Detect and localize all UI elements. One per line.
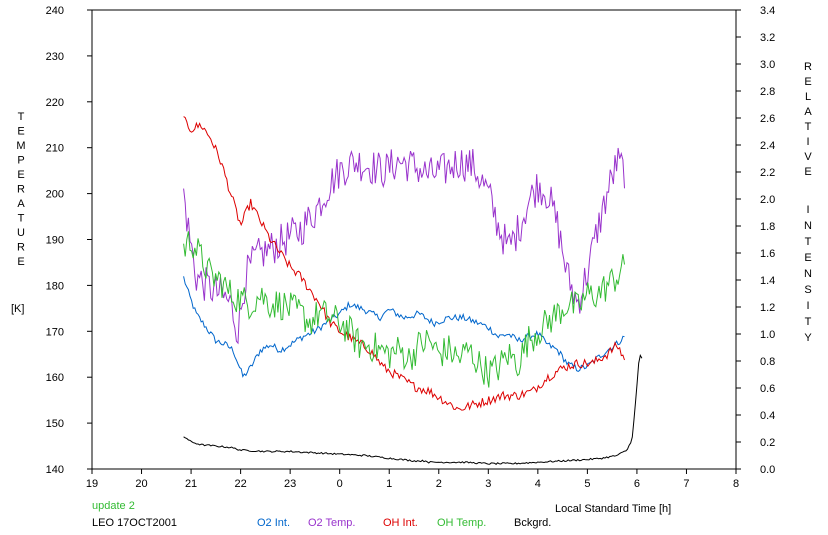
x-tick-label: 7 (683, 478, 689, 490)
right-tick-label: 1.4 (760, 275, 775, 287)
left-tick-label: 220 (46, 97, 64, 109)
right-tick-label: 2.6 (760, 113, 775, 125)
left-tick-label: 150 (46, 418, 64, 430)
left-tick-label: 160 (46, 372, 64, 384)
x-tick-label: 22 (234, 478, 246, 490)
right-axis-title-letter: N (804, 220, 812, 232)
legend-item-o2-int: O2 Int. (257, 517, 290, 529)
right-axis-title-letter: T (805, 236, 812, 248)
left-tick-label: 140 (46, 464, 64, 476)
right-tick-label: 0.8 (760, 356, 775, 368)
right-axis-title-letter: E (804, 166, 811, 178)
right-tick-label: 0.2 (760, 437, 775, 449)
right-axis-title-letter: I (806, 300, 809, 312)
left-axis-unit: [K] (11, 303, 24, 315)
series-line-o2-temp (183, 147, 625, 345)
right-axis-title-letter: I (806, 204, 809, 216)
right-tick-label: 2.2 (760, 167, 775, 179)
right-tick-label: 3.4 (760, 5, 775, 17)
left-axis-title-letter: E (17, 169, 24, 181)
left-axis-title-letter: M (16, 140, 25, 152)
labels-group: Local Standard Time [h] update 2 LEO 17O… (11, 61, 812, 529)
legend-item-oh-temp: OH Temp. (437, 517, 486, 529)
right-tick-label: 1.8 (760, 221, 775, 233)
x-axis-label: Local Standard Time [h] (555, 503, 671, 515)
x-tick-label: 4 (535, 478, 541, 490)
right-tick-label: 2.0 (760, 194, 775, 206)
right-axis-title-letter: E (804, 76, 811, 88)
right-axis-title-letter: T (805, 121, 812, 133)
right-tick-label: 2.4 (760, 140, 775, 152)
legend-item-bckgrd: Bckgrd. (514, 517, 551, 529)
left-tick-label: 200 (46, 189, 64, 201)
right-tick-label: 0.4 (760, 410, 775, 422)
left-axis-title-letter: T (18, 111, 25, 123)
right-axis-title-letter: E (804, 252, 811, 264)
left-tick-label: 190 (46, 235, 64, 247)
right-axis-title-letter: I (806, 136, 809, 148)
x-tick-label: 1 (386, 478, 392, 490)
series-line-o2-int (183, 276, 625, 378)
x-tick-label: 3 (485, 478, 491, 490)
left-axis-title-letter: P (17, 155, 24, 167)
right-axis-title-letter: T (805, 316, 812, 328)
left-axis-title-letter: U (17, 227, 25, 239)
left-tick-label: 180 (46, 280, 64, 292)
right-tick-label: 1.0 (760, 329, 775, 341)
x-tick-label: 8 (733, 478, 739, 490)
x-tick-label: 2 (436, 478, 442, 490)
right-axis-title-letter: S (804, 284, 811, 296)
right-tick-label: 1.6 (760, 248, 775, 260)
right-axis-title-letter: Y (804, 332, 812, 344)
update-annotation: update 2 (92, 500, 135, 512)
left-axis-title-letter: T (18, 213, 25, 225)
left-tick-label: 240 (46, 5, 64, 17)
station-annotation: LEO 17OCT2001 (92, 517, 177, 529)
legend: O2 Int. O2 Temp. OH Int. OH Temp. Bckgrd. (257, 517, 551, 529)
left-axis-title-letter: R (17, 242, 25, 254)
x-tick-label: 19 (86, 478, 98, 490)
right-axis-title-letter: L (805, 91, 811, 103)
axes-group: 19 20 21 22 23 0 1 2 3 4 5 6 7 8140150160170180190200… (46, 5, 776, 490)
left-tick-label: 170 (46, 326, 64, 338)
right-axis-title-letter: N (804, 268, 812, 280)
series-line-bckgrd (183, 353, 643, 465)
x-tick-label: 23 (284, 478, 296, 490)
legend-item-o2-temp: O2 Temp. (308, 517, 356, 529)
left-tick-label: 230 (46, 51, 64, 63)
x-tick-label: 21 (185, 478, 197, 490)
left-tick-label: 210 (46, 143, 64, 155)
right-tick-label: 3.0 (760, 59, 775, 71)
left-axis-title-letter: R (17, 184, 25, 196)
x-tick-label: 20 (135, 478, 147, 490)
right-tick-label: 3.2 (760, 32, 775, 44)
right-tick-label: 1.2 (760, 302, 775, 314)
right-tick-label: 2.8 (760, 86, 775, 98)
right-axis-title-letter: V (804, 151, 812, 163)
legend-item-oh-int: OH Int. (383, 517, 418, 529)
x-tick-label: 0 (337, 478, 343, 490)
right-axis-title-letter: R (804, 61, 812, 73)
x-tick-label: 6 (634, 478, 640, 490)
x-tick-label: 5 (584, 478, 590, 490)
series-line-oh-temp (183, 231, 625, 388)
right-tick-label: 0.6 (760, 383, 775, 395)
series-line-oh-int (183, 116, 625, 411)
series-layer (183, 116, 643, 465)
left-axis-title-letter: E (17, 126, 24, 138)
right-axis-title-letter: A (804, 106, 812, 118)
right-tick-label: 0.0 (760, 464, 775, 476)
left-axis-title-letter: A (17, 198, 25, 210)
left-axis-title-letter: E (17, 256, 24, 268)
